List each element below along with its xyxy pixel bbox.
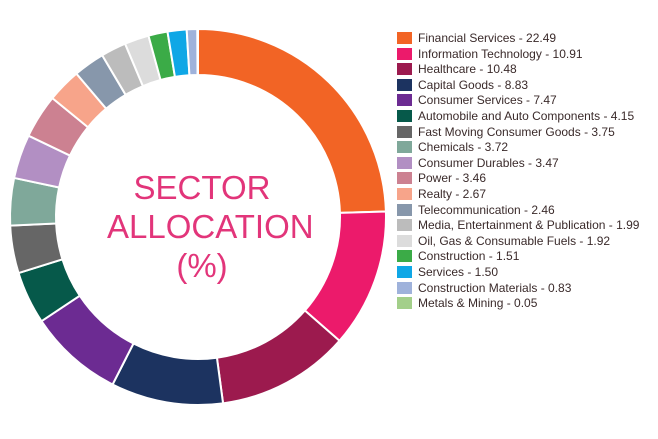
legend-swatch	[397, 32, 412, 44]
chart-title-line-3: (%)	[176, 247, 228, 284]
legend-swatch	[397, 172, 412, 185]
legend-swatch	[397, 109, 412, 122]
legend-swatch	[397, 47, 412, 60]
legend-swatch	[397, 78, 412, 91]
legend-label: Capital Goods - 8.83	[418, 77, 529, 92]
legend-label: Telecommunication - 2.46	[418, 202, 555, 217]
legend-label: Fast Moving Consumer Goods - 3.75	[418, 124, 615, 139]
legend-item: Realty - 2.67	[397, 187, 655, 203]
legend-label: Metals & Mining - 0.05	[418, 296, 538, 311]
legend-swatch	[397, 203, 412, 216]
legend-swatch	[397, 63, 412, 76]
legend-swatch	[397, 94, 412, 107]
chart-title-line-1: SECTOR	[133, 169, 271, 206]
legend-item: Chemicals - 3.72	[397, 140, 655, 156]
legend-item: Consumer Services - 7.47	[397, 93, 655, 109]
legend-label: Construction Materials - 0.83	[418, 280, 572, 295]
legend-swatch	[397, 125, 412, 138]
legend-swatch	[397, 281, 412, 294]
legend-label: Oil, Gas & Consumable Fuels - 1.92	[418, 233, 611, 248]
legend-swatch	[397, 265, 412, 278]
legend-item: Construction - 1.51	[397, 249, 655, 265]
legend-swatch	[397, 187, 412, 200]
legend-label: Services - 1.50	[418, 264, 499, 279]
legend-item: Healthcare - 10.48	[397, 62, 655, 78]
legend-item: Financial Services - 22.49	[397, 31, 655, 47]
legend-label: Power - 3.46	[418, 171, 487, 186]
legend-item: Metals & Mining - 0.05	[397, 296, 655, 312]
legend-label: Financial Services - 22.49	[418, 31, 557, 45]
legend-swatch	[397, 250, 412, 263]
legend-item: Consumer Durables - 3.47	[397, 156, 655, 172]
legend-item: Information Technology - 10.91	[397, 47, 655, 63]
legend-item: Services - 1.50	[397, 265, 655, 281]
legend-item: Fast Moving Consumer Goods - 3.75	[397, 125, 655, 141]
pie-slice-18	[196, 27, 199, 77]
donut-chart	[9, 27, 387, 406]
legend-item: Media, Entertainment & Publication - 1.9…	[397, 218, 655, 234]
pie-slice-17	[185, 27, 199, 77]
legend-swatch	[397, 219, 412, 232]
legend-label: Information Technology - 10.91	[418, 46, 583, 61]
legend-item: Oil, Gas & Consumable Fuels - 1.92	[397, 234, 655, 250]
legend-label: Healthcare - 10.48	[418, 62, 517, 77]
legend-label: Realty - 2.67	[418, 186, 487, 201]
legend-item: Automobile and Auto Components - 4.15	[397, 109, 655, 125]
legend-swatch	[397, 234, 412, 247]
legend-label: Chemicals - 3.72	[418, 140, 509, 155]
legend-label: Automobile and Auto Components - 4.15	[418, 108, 635, 123]
chart-legend: Financial Services - 22.49 Information Te…	[397, 31, 655, 312]
legend-swatch	[397, 156, 412, 169]
legend-label: Consumer Services - 7.47	[418, 93, 557, 108]
legend-label: Media, Entertainment & Publication - 1.9…	[418, 218, 640, 233]
chart-title-line-2: ALLOCATION	[107, 208, 314, 245]
legend-swatch	[397, 141, 412, 154]
legend-label: Construction - 1.51	[418, 249, 520, 264]
legend-label: Consumer Durables - 3.47	[418, 155, 559, 170]
chart-title: SECTOR ALLOCATION (%)	[107, 168, 314, 285]
legend-item: Power - 3.46	[397, 171, 655, 187]
legend-item: Construction Materials - 0.83	[397, 281, 655, 297]
legend-swatch	[397, 297, 412, 310]
legend-item: Capital Goods - 8.83	[397, 78, 655, 94]
pie-slice-3	[215, 309, 341, 405]
legend-item: Telecommunication - 2.46	[397, 203, 655, 219]
